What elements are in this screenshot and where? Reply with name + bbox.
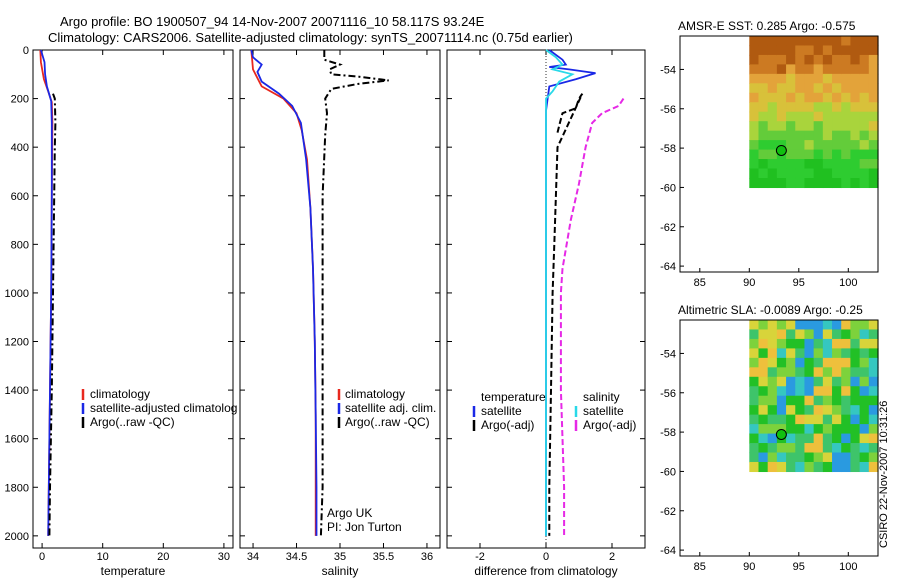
- temperature-ytick-label: 400: [11, 142, 29, 154]
- difference-legend-entry: satellite: [583, 404, 624, 418]
- salinity-xtick-label: 34: [247, 551, 259, 563]
- sst_map-xtick-label: 95: [793, 277, 805, 289]
- temperature-ytick-label: 0: [23, 45, 29, 57]
- salinity-xtick-label: 34.5: [286, 551, 307, 563]
- sla_map-title: Altimetric SLA: -0.0089 Argo: -0.25: [678, 303, 863, 317]
- sla_map-xtick-label: 95: [793, 561, 805, 573]
- sla_map-xtick-label: 85: [694, 561, 706, 573]
- sla_map-ytick-label: -54: [660, 348, 676, 360]
- temperature-xtick-label: 10: [97, 551, 109, 563]
- sla_map-ytick-label: -58: [660, 427, 676, 439]
- temperature-xtick-label: 30: [218, 551, 230, 563]
- temperature-ytick-label: 600: [11, 191, 29, 203]
- salinity-series-2: [319, 50, 389, 536]
- sst_map-ytick-label: -60: [660, 182, 676, 194]
- salinity-xlabel: salinity: [322, 564, 359, 578]
- difference-xtick-label: 2: [609, 551, 615, 563]
- sla_map-profile-marker: [775, 428, 787, 440]
- temperature-series-1: [40, 49, 53, 536]
- temperature-legend-entry: climatology: [90, 387, 150, 401]
- temperature-ytick-label: 200: [11, 94, 29, 106]
- temperature-xtick-label: 0: [39, 551, 45, 563]
- sst_map-profile-marker: [775, 144, 787, 156]
- sst_map-ytick-label: -58: [660, 143, 676, 155]
- salinity-annotation-platform: Argo UK: [327, 506, 372, 520]
- salinity-legend-entry: satellite adj. clim.: [345, 401, 436, 415]
- difference-legend-entry: Argo(-adj): [583, 418, 636, 432]
- temperature-ytick-label: 1400: [5, 385, 29, 397]
- sla_map-field: [749, 320, 879, 473]
- sla_map-ytick-label: -64: [660, 545, 676, 557]
- sst_map-axes-frame: [679, 35, 879, 273]
- difference-legend-heading-temperature: temperature: [481, 390, 546, 404]
- sst_map-ytick-label: -62: [660, 222, 676, 234]
- difference-series-1: [545, 49, 575, 536]
- sla_map-ytick-label: -60: [660, 466, 676, 478]
- difference-series-3: [559, 98, 625, 536]
- sst_map-ytick-label: -56: [660, 104, 676, 116]
- credit-label: CSIRO 22-Nov-2007 10:31:26: [878, 400, 890, 548]
- sla_map-ytick-label: -56: [660, 388, 676, 400]
- salinity-xtick-label: 35.5: [373, 551, 394, 563]
- salinity-xtick-label: 35: [334, 551, 346, 563]
- temperature-ytick-label: 1200: [5, 337, 29, 349]
- sla_map-ytick-label: -62: [660, 506, 676, 518]
- sst_map-xtick-label: 90: [743, 277, 755, 289]
- salinity-annotation-pi: PI: Jon Turton: [327, 520, 402, 534]
- sst_map-field: [749, 36, 879, 189]
- difference-xlabel: difference from climatology: [474, 564, 617, 578]
- chart-title-line2: Climatology: CARS2006. Satellite-adjuste…: [48, 30, 573, 45]
- temperature-xtick-label: 20: [157, 551, 169, 563]
- difference-legend-entry: satellite: [481, 404, 522, 418]
- temperature-legend-entry: satellite-adjusted climatolog: [90, 401, 237, 415]
- sst_map-xtick-label: 100: [839, 277, 857, 289]
- salinity-axes-frame: [239, 49, 441, 549]
- temperature-legend-entry: Argo(..raw -QC): [90, 415, 175, 429]
- sla_map-xtick-label: 90: [743, 561, 755, 573]
- temperature-ytick-label: 800: [11, 239, 29, 251]
- sst_map-title: AMSR-E SST: 0.285 Argo: -0.575: [678, 19, 856, 33]
- sst_map-ytick-label: -54: [660, 64, 676, 76]
- difference-legend-heading-salinity: salinity: [583, 390, 620, 404]
- salinity-legend-entry: climatology: [345, 387, 405, 401]
- sst_map-xtick-label: 85: [694, 277, 706, 289]
- temperature-ytick-label: 2000: [5, 531, 29, 543]
- temperature-ytick-label: 1600: [5, 434, 29, 446]
- temperature-ytick-label: 1000: [5, 288, 29, 300]
- salinity-series-1: [250, 49, 318, 536]
- difference-series-2: [548, 93, 584, 536]
- sla_map-xtick-label: 100: [839, 561, 857, 573]
- difference-xtick-label: 0: [543, 551, 549, 563]
- sst_map-ytick-label: -64: [660, 261, 676, 273]
- sla_map-axes-frame: [679, 319, 879, 557]
- salinity-xtick-label: 36: [421, 551, 433, 563]
- temperature-axes-frame: [32, 49, 234, 549]
- temperature-xlabel: temperature: [101, 564, 166, 578]
- temperature-series-2: [48, 93, 57, 536]
- difference-xtick-label: -2: [475, 551, 485, 563]
- temperature-ytick-label: 1800: [5, 482, 29, 494]
- salinity-series-0: [250, 49, 317, 536]
- difference-legend-entry: Argo(-adj): [481, 418, 534, 432]
- salinity-legend-entry: Argo(..raw -QC): [345, 415, 430, 429]
- chart-title-line1: Argo profile: BO 1900507_94 14-Nov-2007 …: [60, 14, 485, 29]
